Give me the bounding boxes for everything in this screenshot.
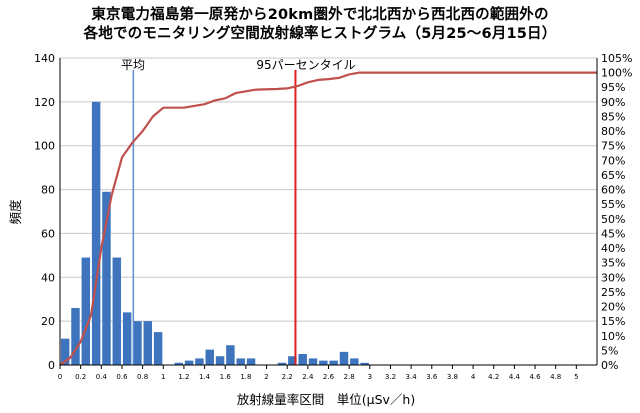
histogram-bar: [360, 362, 369, 365]
y2-tick-label: 105%: [601, 52, 632, 65]
x-tick-label: 3.6: [426, 373, 438, 381]
y2-tick-label: 20%: [601, 301, 625, 314]
y2-tick-label: 25%: [601, 286, 625, 299]
x-tick-label: 2.8: [344, 373, 355, 381]
reference-lines: [132, 70, 297, 365]
chart-title-line-2: 各地でのモニタリング空間放射線率ヒストグラム（5月25～6月15日）: [83, 26, 557, 42]
x-tick-label: 2.4: [302, 373, 314, 381]
histogram-bar: [205, 349, 214, 365]
histogram-bar: [122, 312, 132, 365]
y2-tick-label: 55%: [601, 198, 625, 211]
tick-labels: 0204060801001201400%5%10%15%20%25%30%35%…: [34, 52, 632, 381]
y2-tick-label: 45%: [601, 227, 625, 240]
y2-tick-label: 30%: [601, 271, 625, 284]
y2-tick-label: 35%: [601, 257, 625, 270]
histogram-bar: [184, 360, 194, 365]
y2-tick-label: 5%: [601, 344, 618, 357]
histogram-bar: [102, 191, 111, 365]
histogram-bar: [112, 257, 122, 365]
histogram-bar: [215, 356, 225, 365]
y-tick-label: 20: [41, 315, 55, 328]
x-tick-label: 0.8: [137, 373, 148, 381]
y-tick-label: 120: [34, 96, 55, 109]
histogram-bar: [143, 321, 153, 365]
gridlines: [60, 57, 597, 322]
histogram-bar: [153, 332, 163, 365]
x-axis-label: 放射線量率区間 単位(μSv／h): [237, 392, 415, 407]
y2-tick-label: 0%: [601, 359, 618, 372]
x-tick-label: 1.8: [240, 373, 251, 381]
histogram-bar: [195, 358, 204, 365]
histogram-bar: [298, 354, 307, 365]
x-tick-label: 3: [368, 373, 372, 381]
x-tick-label: 0.2: [75, 373, 86, 381]
y-tick-label: 0: [48, 359, 55, 372]
y2-tick-label: 70%: [601, 154, 625, 167]
histogram-bar: [339, 351, 349, 365]
x-tick-label: 3.4: [406, 373, 418, 381]
x-tick-label: 2.6: [323, 373, 335, 381]
x-tick-label: 4.8: [550, 373, 561, 381]
x-tick-label: 2.2: [282, 373, 293, 381]
histogram-bar: [350, 358, 359, 365]
y-tick-label: 80: [41, 184, 55, 197]
x-tick-label: 0.4: [96, 373, 108, 381]
x-tick-label: 1.2: [178, 373, 189, 381]
x-tick-label: 3.8: [447, 373, 458, 381]
histogram-bar: [308, 358, 318, 365]
y-tick-label: 40: [41, 271, 55, 284]
y-tick-label: 60: [41, 227, 55, 240]
y2-tick-label: 10%: [601, 330, 625, 343]
x-tick-label: 1: [161, 373, 165, 381]
p95-label: 95パーセンタイル: [256, 58, 355, 72]
y2-tick-label: 75%: [601, 140, 625, 153]
histogram-bar: [288, 356, 297, 365]
histogram-bar: [246, 358, 256, 365]
x-tick-label: 0: [58, 373, 62, 381]
x-tick-label: 4.2: [488, 373, 499, 381]
histogram-bar: [91, 101, 101, 365]
histogram-bar: [329, 360, 338, 365]
y2-tick-label: 90%: [601, 96, 625, 109]
x-tick-label: 0.6: [116, 373, 128, 381]
mean-label: 平均: [121, 58, 145, 72]
x-tick-label: 3.2: [385, 373, 396, 381]
histogram-bar: [236, 358, 245, 365]
histogram-bar: [60, 338, 70, 365]
x-tick-label: 4: [471, 373, 476, 381]
y-axis-label: 頻度: [8, 199, 23, 225]
y2-tick-label: 60%: [601, 184, 625, 197]
cumulative-curve-group: [59, 71, 597, 366]
y2-tick-label: 65%: [601, 169, 625, 182]
x-tick-label: 1.6: [220, 373, 232, 381]
histogram-bar: [71, 307, 80, 365]
y2-tick-label: 50%: [601, 213, 625, 226]
y2-tick-label: 100%: [601, 67, 632, 80]
y2-tick-label: 95%: [601, 81, 625, 94]
x-tick-label: 5: [574, 373, 578, 381]
x-tick-label: 2: [264, 373, 268, 381]
x-tick-label: 4.4: [509, 373, 521, 381]
histogram-bar: [226, 345, 235, 365]
x-tick-label: 4.6: [529, 373, 541, 381]
y-tick-label: 140: [34, 52, 55, 65]
axes: [59, 58, 598, 369]
x-tick-label: 1.4: [199, 373, 211, 381]
histogram-bar: [133, 321, 142, 365]
cumulative-curve: [59, 71, 597, 366]
y2-tick-label: 15%: [601, 315, 625, 328]
histogram-bars: [60, 101, 369, 365]
y2-tick-label: 80%: [601, 125, 625, 138]
y2-tick-label: 40%: [601, 242, 625, 255]
histogram-bar: [81, 257, 91, 365]
histogram-bar: [174, 362, 183, 365]
histogram-bar: [319, 360, 328, 365]
chart-title-line-1: 東京電力福島第一原発から20km圏外で北北西から西北西の範囲外の: [91, 7, 549, 23]
y-tick-label: 100: [34, 140, 55, 153]
histogram-bar: [277, 362, 287, 365]
y2-tick-label: 85%: [601, 110, 625, 123]
